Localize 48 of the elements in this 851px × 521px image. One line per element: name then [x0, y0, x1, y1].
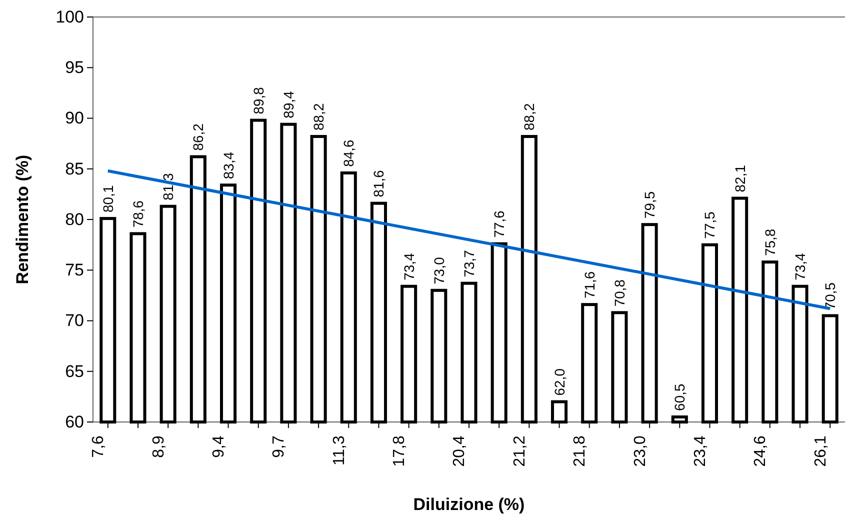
- data-label: 89,8: [250, 86, 266, 114]
- x-axis-title: Diluizione (%): [413, 495, 525, 514]
- data-label: 86,2: [190, 123, 206, 151]
- data-label: 71,6: [581, 271, 598, 299]
- y-tick-label: 85: [65, 159, 84, 178]
- data-label: 73,4: [792, 252, 808, 280]
- y-tick-label: 65: [65, 362, 84, 381]
- data-label: 82,1: [732, 164, 748, 192]
- x-tick-label: 11,3: [330, 436, 348, 466]
- x-tick-label: 21,8: [572, 436, 589, 467]
- data-label: 88,2: [521, 103, 538, 130]
- y-tick-label: 90: [65, 108, 84, 128]
- data-label: 70,5: [822, 282, 838, 310]
- x-tick-label: 7,6: [90, 436, 108, 458]
- data-label: 73,4: [400, 252, 417, 280]
- data-label: 62,0: [551, 368, 568, 396]
- x-tick-label: 23,4: [692, 436, 709, 467]
- y-tick-label: 100: [56, 7, 84, 26]
- data-label: 89,4: [280, 90, 296, 118]
- data-label: 70,8: [611, 279, 628, 307]
- x-tick-label: 8,9: [150, 436, 168, 458]
- data-label: 60,5: [672, 383, 688, 411]
- y-tick-label: 75: [65, 260, 84, 280]
- x-tick-label: 21,2: [511, 436, 528, 467]
- data-label: 79,5: [642, 191, 658, 219]
- data-label: 84,6: [340, 139, 357, 167]
- y-tick-label: 70: [65, 311, 84, 330]
- y-tick-label: 60: [65, 412, 84, 432]
- y-tick-label: 80: [65, 210, 84, 229]
- x-tick-label: 24,6: [752, 436, 770, 467]
- x-tick-label: 26,1: [812, 436, 830, 467]
- data-label: 81,6: [370, 170, 387, 198]
- data-label: 77,6: [491, 210, 508, 238]
- x-tick-label: 9,7: [270, 436, 288, 458]
- data-label: 77,5: [702, 211, 718, 239]
- data-label: 73,0: [430, 256, 447, 284]
- data-label: 78,6: [130, 200, 146, 228]
- x-tick-label: 9,4: [210, 436, 228, 458]
- data-label: 73,7: [461, 250, 477, 278]
- x-tick-label: 23,0: [632, 436, 649, 467]
- data-label: 83,4: [220, 152, 236, 180]
- x-tick-label: 20,4: [451, 436, 468, 467]
- data-label: 88,2: [310, 103, 327, 130]
- data-label: 80,1: [100, 185, 116, 212]
- x-tick-label: 17,8: [391, 436, 408, 467]
- y-axis-title: Rendimento (%): [13, 154, 32, 284]
- y-tick-label: 95: [65, 58, 84, 78]
- data-label: 75,8: [762, 228, 778, 256]
